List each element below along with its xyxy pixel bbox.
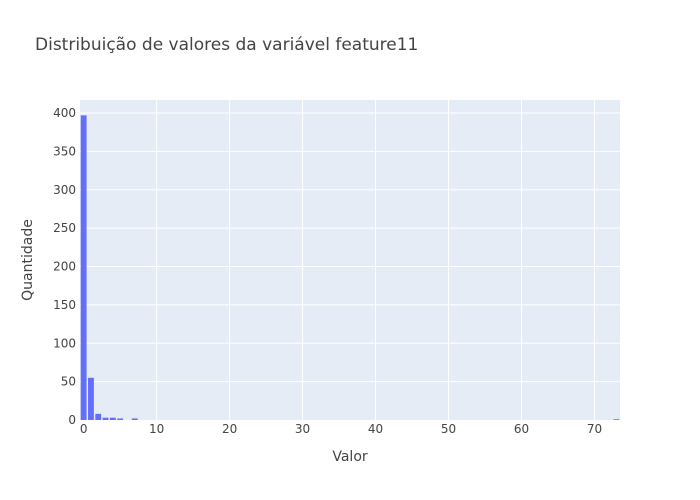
bar[interactable] xyxy=(131,418,138,420)
bars xyxy=(80,115,620,421)
bar[interactable] xyxy=(109,417,116,420)
x-tick-label: 20 xyxy=(222,422,237,436)
y-tick-label: 300 xyxy=(53,183,76,197)
x-tick-label: 0 xyxy=(80,422,88,436)
bar[interactable] xyxy=(613,419,620,420)
y-tick-label: 100 xyxy=(53,336,76,350)
y-axis-ticks: 0 50 100 150 200 250 300 350 400 xyxy=(53,106,76,427)
x-tick-label: 70 xyxy=(587,422,602,436)
y-tick-label: 250 xyxy=(53,221,76,235)
x-tick-label: 60 xyxy=(514,422,529,436)
x-tick-label: 40 xyxy=(368,422,383,436)
bar[interactable] xyxy=(88,377,94,420)
bar[interactable] xyxy=(102,417,109,420)
x-axis-title: Valor xyxy=(332,449,368,465)
bar[interactable] xyxy=(80,115,87,421)
chart-title: Distribuição de valores da variável feat… xyxy=(35,35,418,55)
y-tick-label: 50 xyxy=(61,375,76,389)
y-tick-label: 150 xyxy=(53,298,76,312)
y-tick-label: 350 xyxy=(53,144,76,158)
gridlines xyxy=(80,100,620,420)
x-tick-label: 30 xyxy=(295,422,310,436)
y-tick-label: 400 xyxy=(53,106,76,120)
bar[interactable] xyxy=(117,418,124,420)
x-axis-ticks: 0 10 20 30 40 50 60 70 xyxy=(80,422,602,436)
x-tick-label: 50 xyxy=(441,422,456,436)
y-axis-title: Quantidade xyxy=(20,219,36,301)
y-tick-label: 0 xyxy=(68,413,76,427)
bar[interactable] xyxy=(95,413,102,420)
x-tick-label: 10 xyxy=(149,422,164,436)
y-tick-label: 200 xyxy=(53,260,76,274)
plot-area xyxy=(80,100,620,420)
